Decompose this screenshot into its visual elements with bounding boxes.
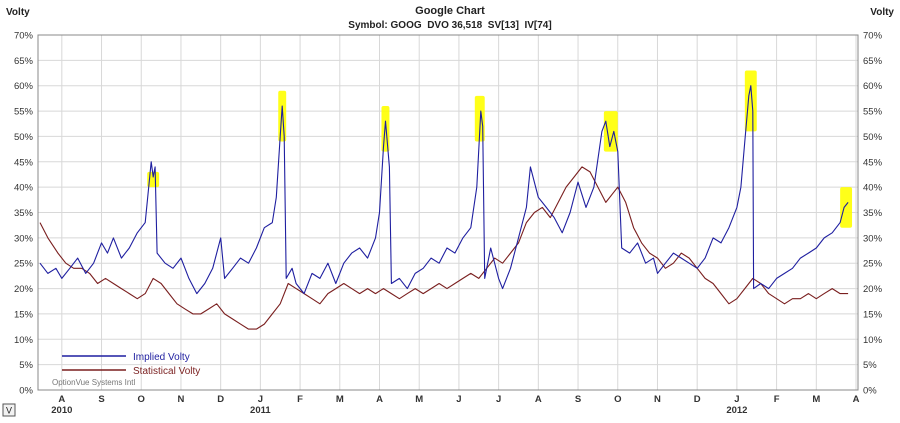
y-tick-label-left: 25% — [14, 259, 34, 270]
x-tick-label: F — [774, 394, 780, 405]
y-tick-label-right: 30% — [863, 233, 883, 244]
y-tick-label-right: 65% — [863, 56, 883, 67]
y-tick-label-left: 40% — [14, 183, 34, 194]
y-tick-label-right: 5% — [863, 360, 877, 371]
statistical-volty-line — [39, 166, 849, 330]
y-tick-label-left: 45% — [14, 157, 34, 168]
highlight-mark — [840, 187, 853, 228]
y-tick-label-right: 0% — [863, 386, 877, 397]
chart-subtitle: Symbol: GOOG DVO 36,518 SV[13] IV[74] — [348, 20, 551, 31]
x-tick-label: O — [614, 394, 621, 405]
highlight-mark — [603, 111, 618, 152]
y-tick-label-left: 35% — [14, 208, 34, 219]
right-axis-label: Volty — [870, 7, 894, 18]
highlight-mark — [381, 106, 390, 152]
corner-button-label[interactable]: V — [6, 406, 12, 416]
x-tick-label: A — [535, 394, 542, 405]
y-tick-label-right: 20% — [863, 284, 883, 295]
y-tick-label-right: 50% — [863, 132, 883, 143]
y-tick-label-left: 60% — [14, 81, 34, 92]
y-tick-label-left: 0% — [19, 386, 33, 397]
series-lines — [39, 85, 849, 330]
corner-toggle-button[interactable]: V — [2, 403, 16, 417]
y-tick-label-left: 10% — [14, 335, 34, 346]
legend-implied-label: Implied Volty — [133, 352, 190, 363]
plot-frame — [37, 34, 859, 391]
y-tick-label-right: 10% — [863, 335, 883, 346]
y-tick-label-left: 15% — [14, 309, 34, 320]
x-tick-label: J — [456, 394, 461, 405]
y-tick-label-right: 40% — [863, 183, 883, 194]
x-tick-label: N — [178, 394, 185, 405]
highlight-mark — [278, 90, 287, 142]
x-tick-label: M — [336, 394, 344, 405]
y-tick-label-left: 70% — [14, 31, 34, 42]
legend: Implied Volty Statistical Volty — [62, 352, 200, 377]
x-tick-label: A — [376, 394, 383, 405]
x-tick-label: D — [217, 394, 224, 405]
x-year-label: 2011 — [250, 405, 271, 416]
x-tick-label: M — [415, 394, 423, 405]
x-tick-label: M — [812, 394, 820, 405]
x-tick-label: A — [853, 394, 860, 405]
implied-volty-line — [39, 85, 849, 295]
y-tick-label-right: 15% — [863, 309, 883, 320]
x-tick-label: A — [58, 394, 65, 405]
x-tick-label: S — [575, 394, 581, 405]
y-tick-label-right: 25% — [863, 259, 883, 270]
watermark: OptionVue Systems Intl — [52, 378, 136, 387]
y-tick-label-left: 20% — [14, 284, 34, 295]
x-year-label: 2012 — [726, 405, 747, 416]
x-tick-label: J — [258, 394, 263, 405]
y-tick-label-right: 60% — [863, 81, 883, 92]
legend-statistical-label: Statistical Volty — [133, 366, 200, 377]
y-tick-label-left: 65% — [14, 56, 34, 67]
left-axis-label: Volty — [6, 7, 30, 18]
x-tick-label: F — [297, 394, 303, 405]
y-tick-label-right: 35% — [863, 208, 883, 219]
chart-title: Google Chart — [415, 5, 485, 17]
x-tick-label: S — [98, 394, 104, 405]
y-tick-label-right: 55% — [863, 107, 883, 118]
y-tick-label-left: 55% — [14, 107, 34, 118]
y-tick-label-left: 50% — [14, 132, 34, 143]
x-tick-label: O — [138, 394, 145, 405]
y-tick-labels: 0% 0% 5% 5% 10% 10% 15% 15% 20% 20% 25% 25% 30% 30% 35… — [14, 31, 883, 397]
y-tick-label-left: 5% — [19, 360, 33, 371]
x-tick-label: N — [654, 394, 661, 405]
x-year-label: 2010 — [51, 405, 72, 416]
y-tick-label-right: 45% — [863, 157, 883, 168]
highlight-mark — [744, 70, 757, 132]
y-tick-label-right: 70% — [863, 31, 883, 42]
corner-button-frame[interactable] — [2, 403, 16, 417]
x-tick-label: J — [496, 394, 501, 405]
x-tick-label: J — [734, 394, 739, 405]
y-tick-label-left: 30% — [14, 233, 34, 244]
x-tick-label: D — [694, 394, 701, 405]
